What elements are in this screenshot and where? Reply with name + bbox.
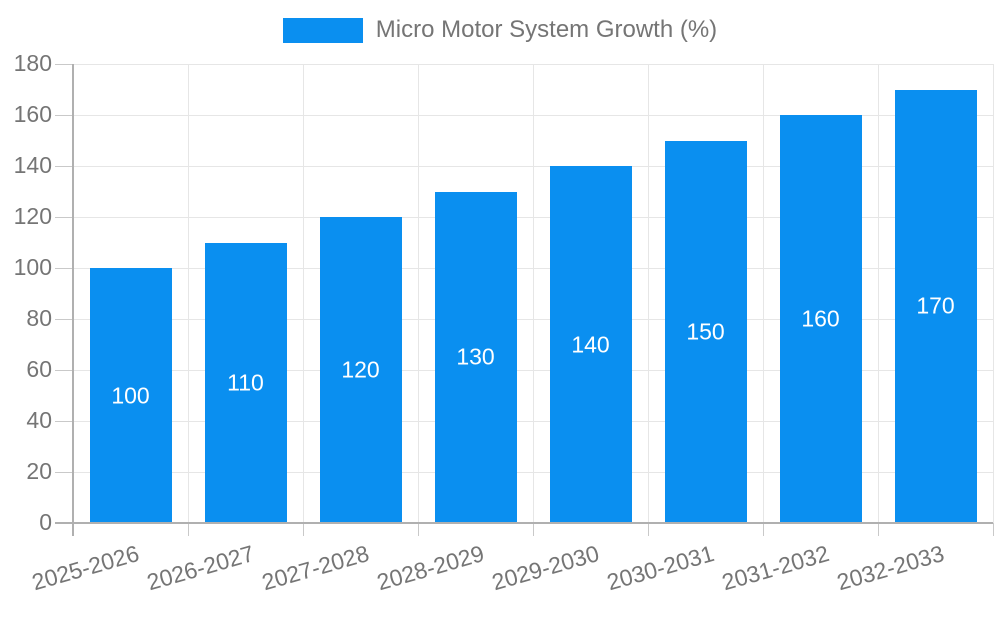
y-tick <box>55 471 73 473</box>
x-tick <box>532 523 534 536</box>
y-axis-label: 180 <box>13 50 52 77</box>
x-gridline <box>417 64 419 523</box>
y-axis-line <box>72 64 74 536</box>
y-axis-label: 20 <box>26 458 52 485</box>
bar <box>89 268 172 523</box>
bar <box>779 115 862 523</box>
bar <box>434 191 517 523</box>
bar-value-label: 150 <box>686 318 725 345</box>
bar-value-label: 170 <box>916 292 955 319</box>
bar-value-label: 140 <box>571 331 610 357</box>
bar <box>549 166 632 523</box>
x-axis-line <box>55 522 993 524</box>
plot-area: 0 20 40 60 80 100 120 140 160 180 100 2025-2026 110 2… <box>13 50 994 595</box>
bar-value-label: 110 <box>227 369 264 396</box>
y-tick <box>55 420 73 422</box>
x-gridline <box>647 64 649 523</box>
y-axis-label: 120 <box>13 203 52 230</box>
y-axis-label: 160 <box>13 101 52 128</box>
y-axis-label: 140 <box>13 152 52 179</box>
bar-value-label: 130 <box>456 343 495 370</box>
legend-swatch <box>282 17 363 43</box>
x-gridline <box>992 64 994 523</box>
bar-chart: Micro Motor System Growth (%) 0 20 40 60 80 1… <box>0 16 1000 596</box>
y-tick <box>55 114 73 116</box>
legend: Micro Motor System Growth (%) <box>0 16 1000 44</box>
x-gridline <box>187 64 189 523</box>
x-tick <box>992 523 994 536</box>
bar-value-label: 120 <box>341 356 380 383</box>
x-tick <box>302 523 304 536</box>
x-gridline <box>877 64 879 523</box>
x-tick <box>647 523 649 536</box>
x-tick <box>877 523 879 536</box>
y-tick <box>55 216 73 218</box>
x-tick <box>762 523 764 536</box>
x-gridline <box>302 64 304 523</box>
y-tick <box>55 318 73 320</box>
bar <box>894 89 977 523</box>
y-tick <box>55 165 73 167</box>
bar-value-label: 100 <box>111 382 150 408</box>
y-tick <box>55 267 73 269</box>
y-tick <box>55 369 73 371</box>
legend-label: Micro Motor System Growth (%) <box>375 16 718 43</box>
bar <box>319 217 402 523</box>
y-axis-label: 40 <box>26 407 52 434</box>
x-tick <box>187 523 189 536</box>
y-tick <box>55 63 73 65</box>
bar <box>664 140 747 523</box>
x-gridline <box>532 64 534 523</box>
y-axis-label: 80 <box>26 305 52 332</box>
y-axis-label: 0 <box>39 509 52 536</box>
y-axis-label: 60 <box>26 356 52 383</box>
y-axis-label: 100 <box>13 254 52 281</box>
bar-value-label: 160 <box>801 305 840 332</box>
x-gridline <box>762 64 764 523</box>
x-tick <box>417 523 419 536</box>
bar <box>204 242 287 523</box>
